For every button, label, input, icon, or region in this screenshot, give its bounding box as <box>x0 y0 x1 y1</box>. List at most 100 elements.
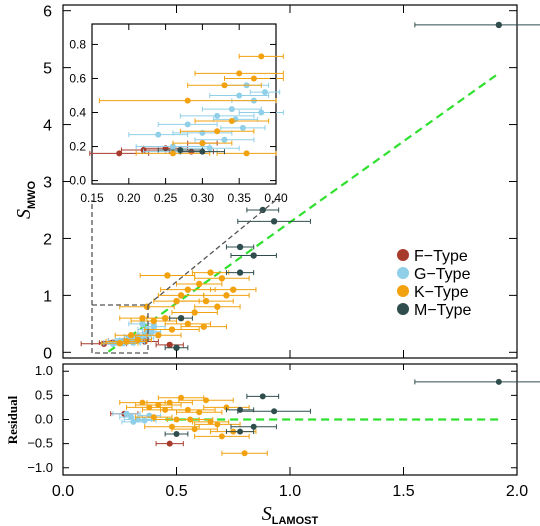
legend-marker <box>397 285 409 297</box>
zoom-indicator <box>91 199 277 354</box>
inset-point <box>116 150 123 157</box>
main-point <box>270 218 278 225</box>
legend-marker <box>397 303 409 315</box>
y-tick-label: 5 <box>43 61 52 78</box>
inset-point <box>221 82 228 89</box>
main-point <box>214 303 221 310</box>
main-point <box>150 317 157 325</box>
inset-point <box>228 106 235 113</box>
inset-point <box>250 75 257 82</box>
main-point <box>184 286 192 293</box>
inset-background <box>92 24 276 184</box>
legend-label: M−Type <box>414 302 471 319</box>
main-point <box>223 292 230 299</box>
inset-x-tick-label: 0.40 <box>264 191 288 205</box>
residual-point <box>128 414 135 421</box>
legend-label: G−Type <box>414 266 471 283</box>
residual-point <box>134 416 141 423</box>
main-point <box>236 243 244 251</box>
main-point <box>200 323 207 330</box>
y-tick-label: 2 <box>43 231 52 248</box>
inset-y-tick-label: 0.4 <box>69 106 86 120</box>
y-axis-label-main: S <box>13 209 35 219</box>
x-tick-label: 1.0 <box>279 483 301 500</box>
inset-point <box>184 121 191 128</box>
inset-x-tick-label: 0.15 <box>80 191 104 205</box>
x-tick-label: 0.5 <box>165 483 187 500</box>
inset-panel <box>89 53 284 157</box>
residual-point <box>146 404 153 411</box>
inset-point <box>261 89 268 96</box>
x-tick-label: 0.0 <box>52 483 74 500</box>
main-point <box>191 309 198 316</box>
y-tick-label: 6 <box>43 4 52 21</box>
x-axis-label-main: S <box>262 503 272 525</box>
legend-label: K−Type <box>414 284 469 301</box>
y-tick-label: 1 <box>43 288 52 305</box>
main-point <box>250 252 257 259</box>
main-point <box>161 314 169 322</box>
main-point <box>177 314 185 322</box>
inset-y-tick-label: 0.6 <box>69 71 86 85</box>
y-axis-label-sub: MWO <box>26 181 38 210</box>
main-point <box>116 339 123 347</box>
residual-point <box>271 408 278 415</box>
residual-point <box>214 421 221 428</box>
inset-x-tick-label: 0.20 <box>117 191 141 205</box>
main-point <box>168 326 176 333</box>
inset-y-tick-label: 0.2 <box>69 140 86 154</box>
residual-point <box>123 410 130 417</box>
residual-point <box>139 399 146 406</box>
main-point <box>173 344 180 351</box>
inset-point <box>169 143 176 150</box>
residual-point <box>173 430 180 437</box>
inset-y-tick-label: 0.0 <box>69 174 86 188</box>
main-point <box>218 275 226 282</box>
x-tick-label: 1.5 <box>392 483 414 500</box>
main-point <box>196 280 203 288</box>
residual-point <box>259 393 266 400</box>
main-point <box>177 292 185 299</box>
main-point <box>139 320 146 328</box>
inset-point <box>243 150 250 157</box>
inset-point <box>236 70 243 77</box>
main-point <box>230 286 237 293</box>
x-tick-label: 2.0 <box>506 483 528 500</box>
main-point <box>184 320 192 328</box>
inset-y-tick-label: 0.8 <box>69 37 86 51</box>
residual-point <box>166 440 173 447</box>
residual-point <box>191 426 198 433</box>
residual-point <box>178 394 185 401</box>
legend-marker <box>397 267 409 279</box>
residual-point <box>184 406 191 413</box>
inset-point <box>155 131 162 138</box>
inset-point <box>258 109 265 116</box>
y-axis-label: SMWO <box>13 181 38 220</box>
main-point <box>134 336 142 343</box>
inset-x-tick-label: 0.35 <box>228 191 252 205</box>
main-point <box>173 297 180 305</box>
main-point <box>155 332 162 339</box>
residual-y-tick-label: −1.0 <box>27 460 53 475</box>
inset-point <box>228 118 235 125</box>
main-point <box>164 272 171 279</box>
main-point <box>236 269 244 276</box>
y-tick-label: 3 <box>43 175 52 192</box>
zoom-connector-right <box>147 199 277 306</box>
residual-point <box>218 433 225 440</box>
axes-ticks: 0.0 0.5 1.0 1.5 2.0 0 1 2 3 4 5 6 1.0 0.5 0.0 −0.5 −1.0 0… <box>27 4 528 500</box>
main-point <box>207 269 214 276</box>
inset-x-tick-label: 0.25 <box>154 191 178 205</box>
main-point <box>139 314 146 322</box>
inset-x-tick-label: 0.30 <box>191 191 215 205</box>
inset-frame <box>91 23 277 185</box>
residual-point <box>203 397 210 404</box>
residual-point <box>241 450 248 457</box>
inset-point <box>258 53 265 60</box>
fit-line <box>107 72 500 353</box>
residual-y-tick-label: −0.5 <box>27 436 53 451</box>
inset-point <box>214 128 221 135</box>
y-tick-label: 4 <box>43 118 52 135</box>
